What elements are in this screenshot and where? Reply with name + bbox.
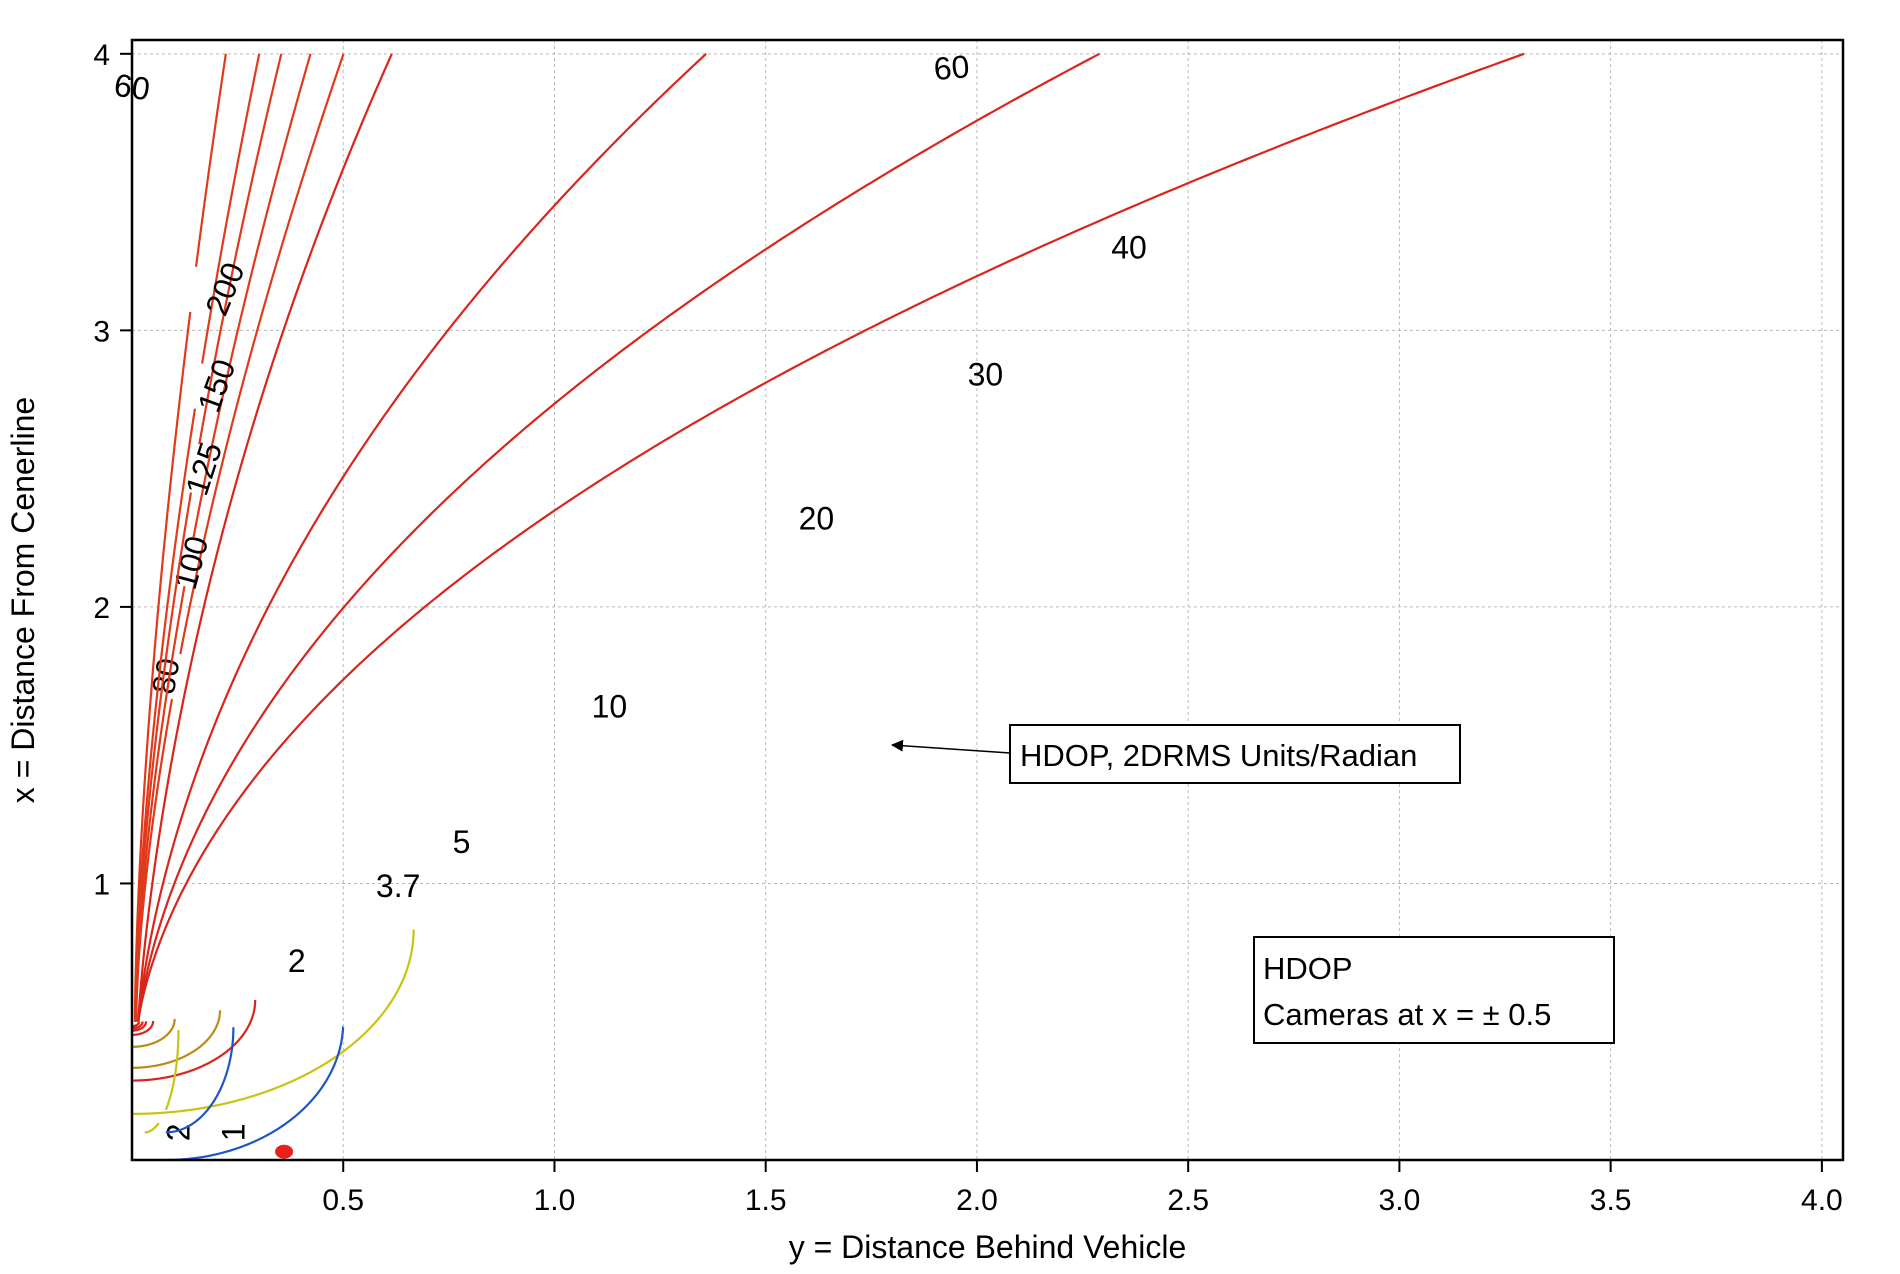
plot-frame (130, 38, 1845, 1162)
contour-label: 2 (288, 943, 306, 979)
contour-line-steep (137, 53, 707, 1022)
hdop-legend-box: HDOP Cameras at x = ± 0.5 (1253, 936, 1615, 1044)
contour-label: 1 (215, 1123, 251, 1141)
contour-line-steep (137, 52, 1100, 1022)
contour-line-40 (132, 1021, 144, 1030)
x-tick-label: 3.0 (1379, 1184, 1421, 1217)
contour-label: 200 (198, 257, 251, 320)
contour-line-3-7 (132, 999, 257, 1082)
contour-line-80 (179, 53, 345, 655)
x-tick-label: 2.5 (1167, 1184, 1209, 1217)
contour-line-2-inner (164, 1030, 180, 1111)
contour-line-10 (132, 1018, 176, 1048)
camera-marker (275, 1144, 294, 1159)
hdop-units-annotation: HDOP, 2DRMS Units/Radian (891, 724, 1461, 784)
contour-line-2-inner (144, 1122, 160, 1134)
y-tick-label: 1 (93, 868, 110, 901)
contour-line-1-outer (165, 1026, 345, 1162)
x-axis-title: y = Distance Behind Vehicle (789, 1229, 1187, 1265)
contour-label: 3.7 (376, 868, 420, 904)
contour-line-steep (137, 52, 1525, 1022)
contour-line-2 (132, 929, 415, 1116)
contour-label: 150 (190, 354, 242, 416)
contour-line-150 (134, 408, 197, 1022)
annotation-box (1009, 724, 1461, 784)
x-tick-label: 1.0 (534, 1184, 576, 1217)
contour-line-125 (198, 53, 283, 445)
contour-line-100 (192, 53, 312, 538)
contour-line-steep (137, 53, 393, 1022)
contour-line-1-inner (165, 1027, 235, 1134)
y-axis-title: x = Distance From Cenerline (5, 397, 41, 803)
contour-line-150 (201, 53, 261, 364)
contour-label: 5 (453, 824, 471, 860)
contour-line-20 (132, 1020, 155, 1036)
y-tick-label: 3 (93, 315, 110, 348)
contour-line-200 (194, 53, 227, 267)
contour-label: 40 (1111, 229, 1147, 265)
contour-line-5 (132, 1010, 222, 1069)
grid (132, 40, 1843, 1160)
legend-cameras-text: Cameras at x = ± 0.5 (1263, 997, 1551, 1032)
y-tick-label: 2 (93, 592, 110, 625)
contour-line-200 (133, 311, 192, 1022)
contour-label: 20 (799, 500, 835, 536)
x-tick-label: 3.5 (1590, 1184, 1632, 1217)
annotation-text: HDOP, 2DRMS Units/Radian (1020, 738, 1417, 773)
legend-title: HDOP (1263, 951, 1353, 986)
x-tick-label: 0.5 (322, 1184, 364, 1217)
y-tick-label: 4 (93, 39, 110, 72)
x-tick-label: 4.0 (1801, 1184, 1843, 1217)
legend-box (1253, 936, 1615, 1044)
contour-label: 60 (932, 48, 971, 87)
contour-line-60 (131, 1021, 141, 1028)
annotation-arrow (891, 739, 1011, 754)
ticks: 0.5 1.0 1.5 2.0 2.5 3.0 3.5 4.0 1 2 3 4 (93, 39, 1842, 1217)
contour-label: 10 (592, 688, 628, 724)
contour-line-30 (132, 1021, 148, 1032)
extras (275, 1144, 294, 1159)
contour-label: 100 (167, 532, 216, 593)
x-tick-label: 2.0 (956, 1184, 998, 1217)
x-tick-label: 1.5 (745, 1184, 787, 1217)
contour-label: 30 (968, 357, 1004, 393)
